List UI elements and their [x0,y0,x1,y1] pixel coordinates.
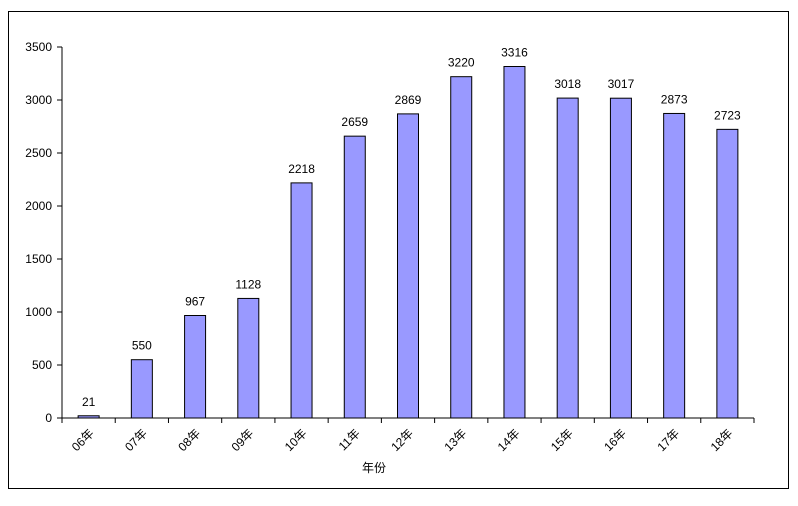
bar-10 [609,97,632,419]
data-labels-layer: 21 550 967 1128 2218 2659 2869 3220 3316 3018 3017… [82,46,741,409]
y-tick-label-1: 500 [32,358,52,372]
bar-2 [184,315,207,419]
y-tick-label-3: 1500 [25,252,52,266]
data-label-0: 21 [82,395,96,409]
data-label-11: 2873 [661,92,688,106]
data-label-5: 2659 [341,115,368,129]
data-label-1: 550 [132,339,152,353]
data-label-6: 2869 [395,93,422,107]
bar-4 [290,182,313,419]
y-tick-label-0: 0 [45,411,52,425]
y-tick-label-7: 3500 [25,40,52,54]
bar-8 [503,66,526,419]
bar-3 [237,297,260,419]
data-label-3: 1128 [235,277,261,291]
data-label-4: 2218 [288,162,315,176]
y-tick-label-4: 2000 [25,199,52,213]
data-label-2: 967 [185,295,205,309]
data-label-8: 3316 [501,46,528,60]
bar-12 [716,128,739,419]
y-tick-label-6: 3000 [25,93,52,107]
bar-7 [450,76,473,419]
bar-6 [397,113,419,419]
bar-9 [556,97,579,419]
bars-layer [77,66,739,419]
data-label-9: 3018 [554,77,581,91]
y-tick-label-5: 2500 [25,146,52,160]
bar-11 [663,112,686,419]
x-axis-title: 年份 [362,461,386,475]
data-label-10: 3017 [608,77,635,91]
data-label-7: 3220 [448,56,475,70]
bar-1 [130,359,153,419]
y-tick-label-2: 1000 [25,305,52,319]
data-label-12: 2723 [714,108,741,122]
bar-5 [343,135,366,419]
